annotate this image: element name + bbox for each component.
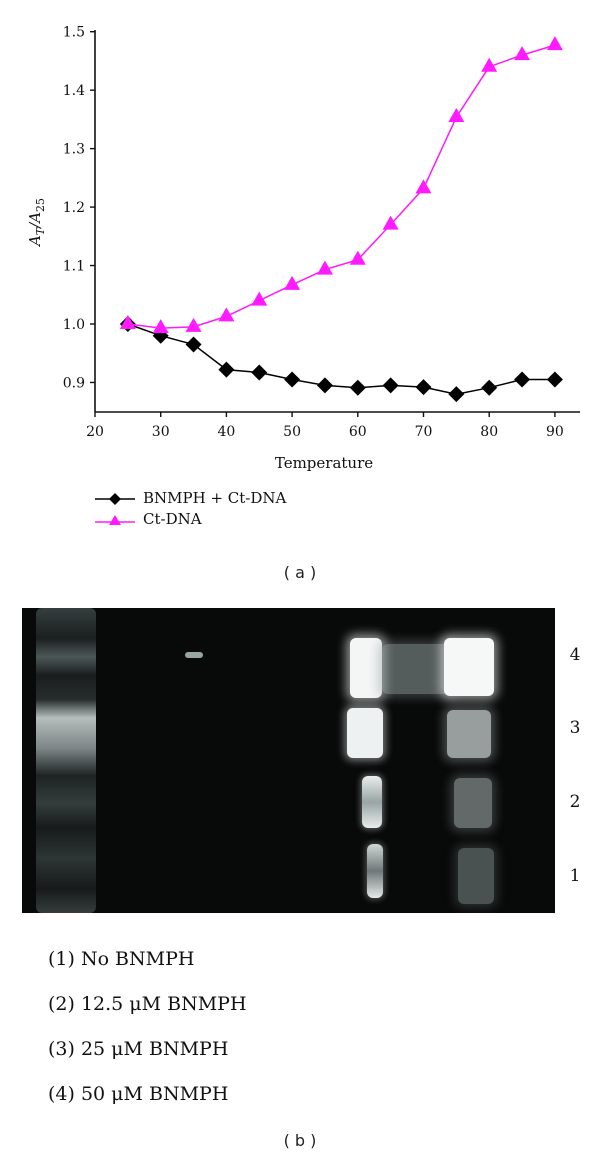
x-axis-title: Temperature: [275, 454, 373, 472]
condition-item-1: (1) No BNMPH: [48, 948, 195, 970]
diamond-marker-icon: [415, 379, 432, 396]
x-tick-label: 50: [283, 424, 301, 440]
series-ctdna: [119, 36, 563, 334]
band-lane-a-3: [347, 708, 383, 758]
y-tick-label: 1.3: [63, 142, 85, 158]
y-axis-title: AT/A25: [26, 198, 47, 248]
condition-item-4: (4) 50 μM BNMPH: [48, 1083, 229, 1105]
series-bnmph-ctdna: [119, 316, 563, 403]
triangle-marker-icon: [152, 319, 169, 334]
lane-label-3: 3: [569, 718, 581, 738]
lane-label-1: 1: [569, 866, 581, 886]
gel-electrophoresis-image: [22, 608, 555, 913]
x-tick-label: 20: [86, 424, 104, 440]
diamond-marker-icon: [382, 377, 399, 394]
triangle-marker-icon: [316, 260, 333, 275]
band-lane-b-1: [458, 848, 494, 904]
panel-label-a: ( a ): [283, 563, 317, 582]
triangle-marker-icon: [251, 291, 268, 306]
gel-conditions-list: (1) No BNMPH (2) 12.5 μM BNMPH (3) 25 μM…: [48, 948, 247, 1128]
chart-legend: BNMPH + Ct-DNA Ct-DNA: [95, 488, 286, 530]
band-lane-a-4: [350, 638, 382, 698]
chart-axes: 0.9 1.0 1.1 1.2 1.3 1.4 1.5 20 30 40 50 60 70 80 90: [63, 25, 580, 440]
legend-label: Ct-DNA: [143, 510, 202, 528]
triangle-marker-icon: [546, 36, 563, 51]
lane-label-2: 2: [569, 792, 581, 812]
svg-text:AT/A25: AT/A25: [26, 198, 47, 248]
triangle-marker-icon: [481, 57, 498, 72]
diamond-marker-icon: [218, 361, 235, 378]
triangle-marker-icon: [415, 179, 432, 194]
panel-label-b: ( b ): [283, 1131, 317, 1150]
condition-item-2: (2) 12.5 μM BNMPH: [48, 993, 247, 1015]
band-lane-b-4: [444, 638, 494, 696]
x-tick-label: 80: [480, 424, 498, 440]
triangle-marker-icon: [382, 215, 399, 230]
diamond-marker-icon: [448, 386, 465, 403]
band-lane-a-1: [367, 844, 383, 898]
diamond-marker-icon: [284, 371, 301, 388]
x-tick-label: 40: [217, 424, 235, 440]
y-tick-label: 1.2: [63, 200, 85, 216]
triangle-marker-icon: [284, 275, 301, 290]
x-tick-label: 70: [415, 424, 433, 440]
legend-item-ctdna: Ct-DNA: [95, 509, 286, 530]
x-tick-label: 90: [546, 424, 564, 440]
diamond-marker-icon: [185, 336, 202, 353]
diamond-icon: [95, 492, 135, 505]
diamond-marker-icon: [316, 377, 333, 394]
band-smear-4: [382, 644, 454, 694]
diamond-marker-icon: [514, 371, 531, 388]
triangle-marker-icon: [119, 315, 136, 329]
ladder-lane: [36, 608, 96, 913]
condition-item-3: (3) 25 μM BNMPH: [48, 1038, 229, 1060]
triangle-marker-icon: [185, 317, 202, 332]
y-tick-label: 1.1: [63, 259, 85, 275]
legend-item-bnmph-ctdna: BNMPH + Ct-DNA: [95, 488, 286, 509]
diamond-marker-icon: [546, 371, 563, 388]
gel-artifact: [185, 652, 203, 658]
band-lane-b-2: [454, 778, 492, 828]
diamond-marker-icon: [349, 379, 366, 396]
x-tick-label: 60: [349, 424, 367, 440]
diamond-marker-icon: [251, 364, 268, 381]
y-tick-label: 1.5: [63, 25, 85, 41]
triangle-icon: [95, 514, 135, 525]
chart-series: [119, 36, 563, 403]
y-tick-label: 0.9: [63, 375, 85, 391]
legend-label: BNMPH + Ct-DNA: [143, 489, 287, 507]
lane-label-4: 4: [569, 645, 581, 665]
y-tick-label: 1.4: [63, 83, 85, 99]
melting-curve-chart: 0.9 1.0 1.1 1.2 1.3 1.4 1.5 20 30 40 50 60 70 80 90 Te…: [26, 25, 580, 472]
triangle-marker-icon: [448, 108, 465, 123]
y-tick-label: 1.0: [63, 317, 85, 333]
band-lane-b-3: [447, 710, 491, 758]
band-lane-a-2: [362, 776, 382, 828]
triangle-marker-icon: [349, 250, 366, 265]
diamond-marker-icon: [481, 379, 498, 396]
triangle-marker-icon: [218, 307, 235, 322]
triangle-marker-icon: [514, 46, 531, 61]
x-tick-label: 30: [152, 424, 170, 440]
